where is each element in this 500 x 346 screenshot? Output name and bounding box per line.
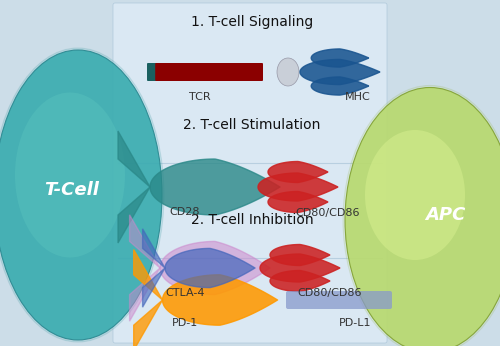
FancyBboxPatch shape: [286, 291, 392, 309]
Ellipse shape: [15, 92, 125, 257]
Text: 2. T-cell Inhibition: 2. T-cell Inhibition: [190, 213, 314, 227]
Polygon shape: [142, 268, 165, 307]
Text: TCR: TCR: [189, 92, 211, 102]
FancyBboxPatch shape: [113, 3, 387, 343]
Text: CTLA-4: CTLA-4: [165, 288, 205, 298]
Polygon shape: [130, 215, 160, 268]
Ellipse shape: [277, 58, 299, 86]
Polygon shape: [142, 229, 165, 268]
Polygon shape: [270, 245, 330, 265]
Polygon shape: [162, 275, 278, 325]
Text: APC: APC: [425, 206, 465, 224]
Text: CD80/CD86: CD80/CD86: [298, 288, 362, 298]
Polygon shape: [311, 77, 369, 95]
Text: 1. T-cell Signaling: 1. T-cell Signaling: [191, 15, 313, 29]
Polygon shape: [130, 268, 160, 321]
Ellipse shape: [365, 130, 465, 260]
Ellipse shape: [345, 88, 500, 346]
Polygon shape: [270, 271, 330, 291]
Text: PD-1: PD-1: [172, 318, 198, 328]
Polygon shape: [150, 159, 280, 215]
Polygon shape: [134, 300, 162, 346]
Text: 2. T-cell Stimulation: 2. T-cell Stimulation: [184, 118, 320, 132]
Text: T-Cell: T-Cell: [44, 181, 100, 199]
Ellipse shape: [0, 48, 164, 342]
Polygon shape: [300, 60, 380, 85]
Polygon shape: [118, 131, 150, 187]
Polygon shape: [268, 191, 328, 212]
Text: MHC: MHC: [345, 92, 371, 102]
Text: CD80/CD86: CD80/CD86: [296, 208, 360, 218]
Polygon shape: [268, 162, 328, 182]
Ellipse shape: [0, 50, 162, 340]
Polygon shape: [118, 187, 150, 243]
FancyBboxPatch shape: [147, 63, 162, 81]
Ellipse shape: [343, 85, 500, 346]
Polygon shape: [258, 173, 338, 201]
Polygon shape: [134, 249, 162, 300]
FancyBboxPatch shape: [155, 63, 263, 81]
Polygon shape: [311, 49, 369, 67]
Text: CD28: CD28: [170, 207, 200, 217]
Polygon shape: [165, 248, 255, 288]
Polygon shape: [160, 242, 270, 294]
Text: PD-L1: PD-L1: [339, 318, 371, 328]
Polygon shape: [260, 254, 340, 282]
